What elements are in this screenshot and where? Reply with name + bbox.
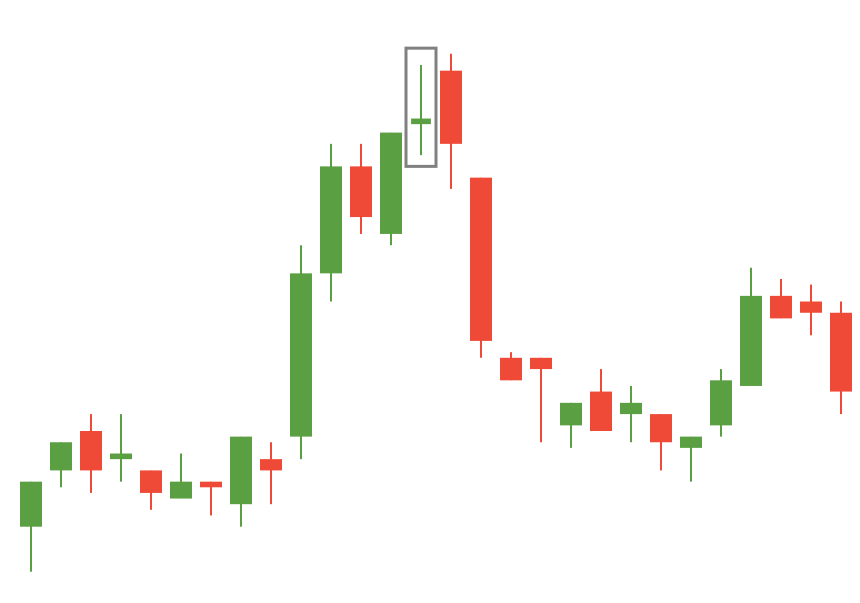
candle-body [440,71,462,144]
candle-body [50,442,72,470]
candle-body [170,482,192,499]
candle-body [800,302,822,313]
candle-body [80,431,102,470]
candle-body [470,178,492,341]
candle-body [380,133,402,234]
candle-body [260,459,282,470]
candle-body [650,414,672,442]
candle-body [710,380,732,425]
candle-body [560,403,582,426]
candle-body [770,296,792,319]
candle-body [20,482,42,527]
candle-body [230,437,252,505]
candle-body [200,482,222,488]
candle-body [830,313,852,392]
candle-body [590,392,612,431]
candle-body [680,437,702,448]
candle-body [530,358,552,369]
candle-body [290,273,312,436]
candle-body [620,403,642,414]
candle-body [411,119,431,125]
candle-body [350,166,372,217]
candle-body [140,470,162,493]
candle-body [500,358,522,381]
candle-body [320,166,342,273]
candle-body [110,454,132,460]
candlestick-chart [0,0,860,603]
candle-body [740,296,762,386]
